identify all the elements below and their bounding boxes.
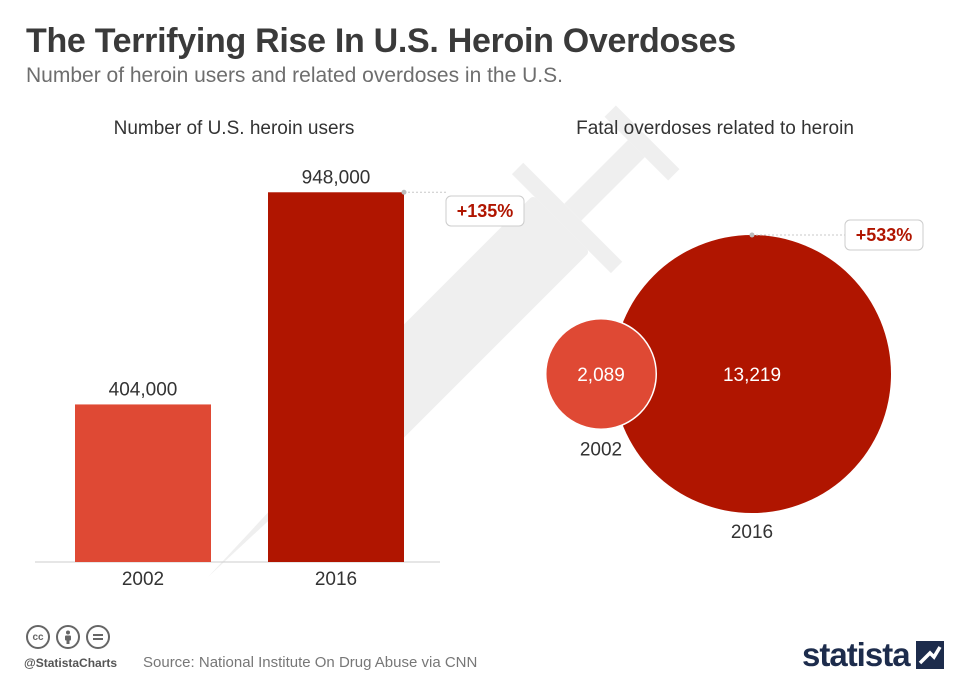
cc-icon: cc	[26, 625, 50, 649]
bubble-change-badge	[844, 219, 924, 251]
bar-change-badge	[445, 195, 525, 227]
bubble-panel-title: Fatal overdoses related to heroin	[576, 118, 854, 139]
bubble-2002	[544, 317, 658, 431]
bubble-value-label-2002: 2,089	[577, 365, 625, 386]
by-icon	[56, 625, 80, 649]
brand-name: statista	[802, 636, 911, 673]
license-icons: cc	[26, 625, 110, 649]
bar-change-dot	[401, 189, 407, 195]
nd-icon	[86, 625, 110, 649]
statista-logo[interactable]: statista	[802, 636, 944, 674]
footer-handle[interactable]: @StatistaCharts	[24, 656, 118, 670]
bar-category-label-2016: 2016	[315, 569, 357, 590]
chart-subtitle: Number of heroin users and related overd…	[26, 64, 563, 87]
bar-2016	[268, 192, 404, 562]
bar-value-label-2002: 404,000	[109, 379, 178, 400]
bubble-change-label: +533%	[856, 225, 913, 245]
bar-change-label: +135%	[457, 201, 514, 221]
bar-2002	[75, 404, 211, 562]
bubble-category-label-2002: 2002	[580, 439, 622, 460]
bubble-value-label-2016: 13,219	[723, 365, 781, 386]
chart-title: The Terrifying Rise In U.S. Heroin Overd…	[26, 22, 736, 60]
statista-mark-icon	[915, 641, 944, 669]
footer-source: Source: National Institute On Drug Abuse…	[143, 654, 478, 671]
bar-value-label-2016: 948,000	[302, 167, 371, 188]
bubble-change-dot	[749, 232, 755, 238]
bar-category-label-2002: 2002	[122, 569, 164, 590]
bar-panel-title: Number of U.S. heroin users	[114, 118, 355, 139]
bubble-2016	[613, 235, 891, 513]
bubble-category-label-2016: 2016	[731, 522, 773, 543]
